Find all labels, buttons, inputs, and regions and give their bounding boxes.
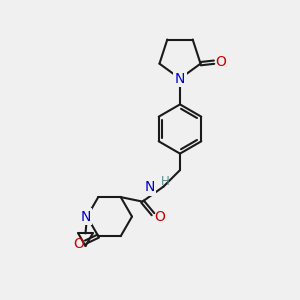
- Text: N: N: [145, 180, 155, 194]
- Text: N: N: [80, 210, 91, 224]
- Text: O: O: [154, 210, 165, 224]
- Text: O: O: [74, 237, 85, 250]
- Text: O: O: [215, 55, 226, 69]
- Text: N: N: [175, 72, 185, 86]
- Text: H: H: [161, 175, 170, 188]
